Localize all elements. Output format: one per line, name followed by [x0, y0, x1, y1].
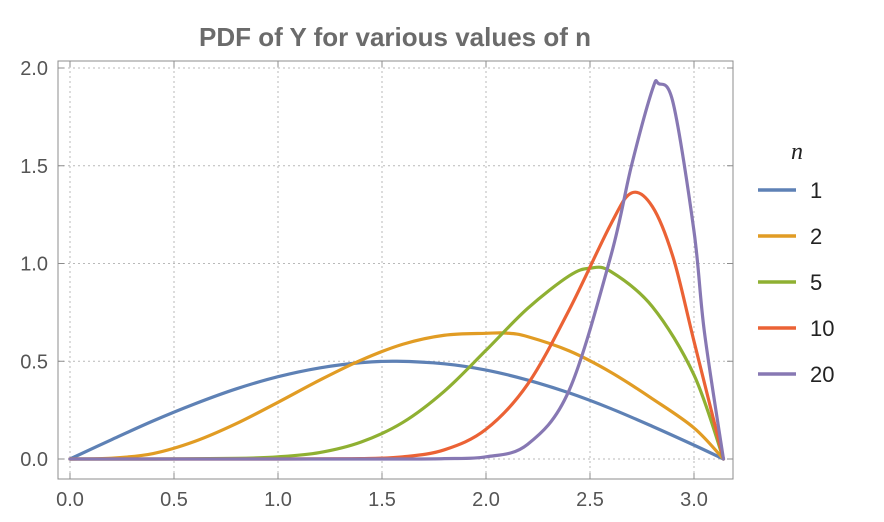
- legend-title: n: [791, 139, 803, 165]
- x-tick-label: 1.5: [368, 489, 396, 511]
- legend-label-n-1: 1: [810, 178, 822, 203]
- x-tick-label: 1.0: [264, 489, 292, 511]
- series-line-n-20: [68, 79, 726, 461]
- axis-ticks: 0.0 0.5 1.0 1.5 2.0 2.5 3.0 0.0 0.5 1.0 1.5 2.0: [20, 58, 733, 511]
- series-line-n-2: [68, 331, 726, 461]
- y-tick-label: 0.5: [20, 351, 48, 373]
- x-tick-label: 3.0: [680, 489, 708, 511]
- plot-frame: [57, 60, 734, 480]
- series-lines: [68, 79, 726, 461]
- chart-title: PDF of Y for various values of n: [199, 22, 591, 52]
- legend-label-n-10: 10: [810, 316, 834, 341]
- legend: n 1 2 5 10 20: [758, 139, 834, 387]
- y-tick-label: 0.0: [20, 449, 48, 471]
- x-tick-label: 0.0: [56, 489, 84, 511]
- plot-border: [57, 60, 734, 480]
- x-tick-label: 2.5: [576, 489, 604, 511]
- x-tick-label: 2.0: [472, 489, 500, 511]
- y-tick-label: 1.5: [20, 156, 48, 178]
- y-tick-label: 2.0: [20, 58, 48, 80]
- y-tick-label: 1.0: [20, 254, 48, 276]
- legend-label-n-20: 20: [810, 362, 834, 387]
- legend-label-n-5: 5: [810, 270, 822, 295]
- legend-label-n-2: 2: [810, 224, 822, 249]
- x-tick-label: 0.5: [160, 489, 188, 511]
- series-line-n-1: [68, 359, 726, 461]
